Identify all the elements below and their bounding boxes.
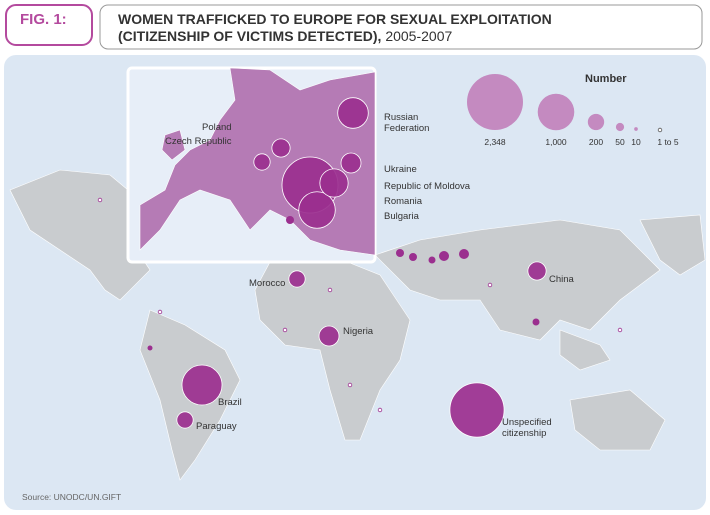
title-box bbox=[99, 4, 703, 50]
title-line2-text: (CITIZENSHIP OF VICTIMS DETECTED), bbox=[118, 28, 382, 44]
legend-bubble bbox=[657, 127, 663, 133]
title-line1: WOMEN TRAFFICKED TO EUROPE FOR SEXUAL EX… bbox=[118, 11, 552, 27]
country-bubble bbox=[449, 382, 505, 438]
country-label: Paraguay bbox=[196, 421, 237, 432]
title-line2: (CITIZENSHIP OF VICTIMS DETECTED), 2005-… bbox=[118, 28, 452, 44]
legend-title: Number bbox=[585, 73, 627, 85]
country-label: Bulgaria bbox=[384, 211, 419, 222]
country-label: Republic of Moldova bbox=[384, 181, 471, 192]
small-bubbles bbox=[147, 216, 540, 351]
country-bubble bbox=[340, 152, 362, 174]
country-bubble bbox=[253, 153, 271, 171]
country-label: Czech Republic bbox=[165, 136, 232, 147]
country-bubble bbox=[288, 270, 306, 288]
country-bubble bbox=[176, 411, 194, 429]
legend-bubble bbox=[467, 74, 523, 130]
legend-label: 200 bbox=[588, 137, 604, 147]
legend-bubble bbox=[634, 127, 638, 131]
country-bubble bbox=[319, 168, 349, 198]
legend-bubble bbox=[587, 113, 605, 131]
country-label: Unspecified citizenship bbox=[502, 417, 552, 439]
source: Source: UNODC/UN.GIFT bbox=[22, 492, 122, 502]
country-bubble bbox=[298, 191, 336, 229]
country-label: Romania bbox=[384, 196, 423, 207]
country-label: China bbox=[549, 274, 574, 285]
country-label: Brazil bbox=[218, 397, 242, 408]
country-bubble bbox=[318, 325, 340, 347]
country-label: Russian Federation bbox=[384, 112, 430, 134]
title-years: 2005-2007 bbox=[385, 28, 453, 44]
legend-bubble bbox=[615, 122, 625, 132]
country-label: Poland bbox=[202, 122, 232, 133]
country-bubble bbox=[337, 97, 369, 129]
legend-label: 10 bbox=[631, 137, 641, 147]
country-bubble bbox=[181, 364, 223, 406]
legend-bubble bbox=[537, 93, 575, 131]
country-bubble bbox=[527, 261, 547, 281]
legend-label: 50 bbox=[615, 137, 625, 147]
small-markers bbox=[97, 197, 623, 413]
fig-box bbox=[5, 4, 93, 46]
legend-label: 2,348 bbox=[484, 137, 506, 147]
country-label: Ukraine bbox=[384, 164, 417, 175]
legend-label: 1,000 bbox=[545, 137, 567, 147]
country-label: Morocco bbox=[249, 278, 286, 289]
legend-label: 1 to 5 bbox=[657, 137, 679, 147]
country-bubble bbox=[271, 138, 291, 158]
fig-label: FIG. 1: bbox=[20, 11, 67, 28]
country-label: Nigeria bbox=[343, 326, 374, 337]
